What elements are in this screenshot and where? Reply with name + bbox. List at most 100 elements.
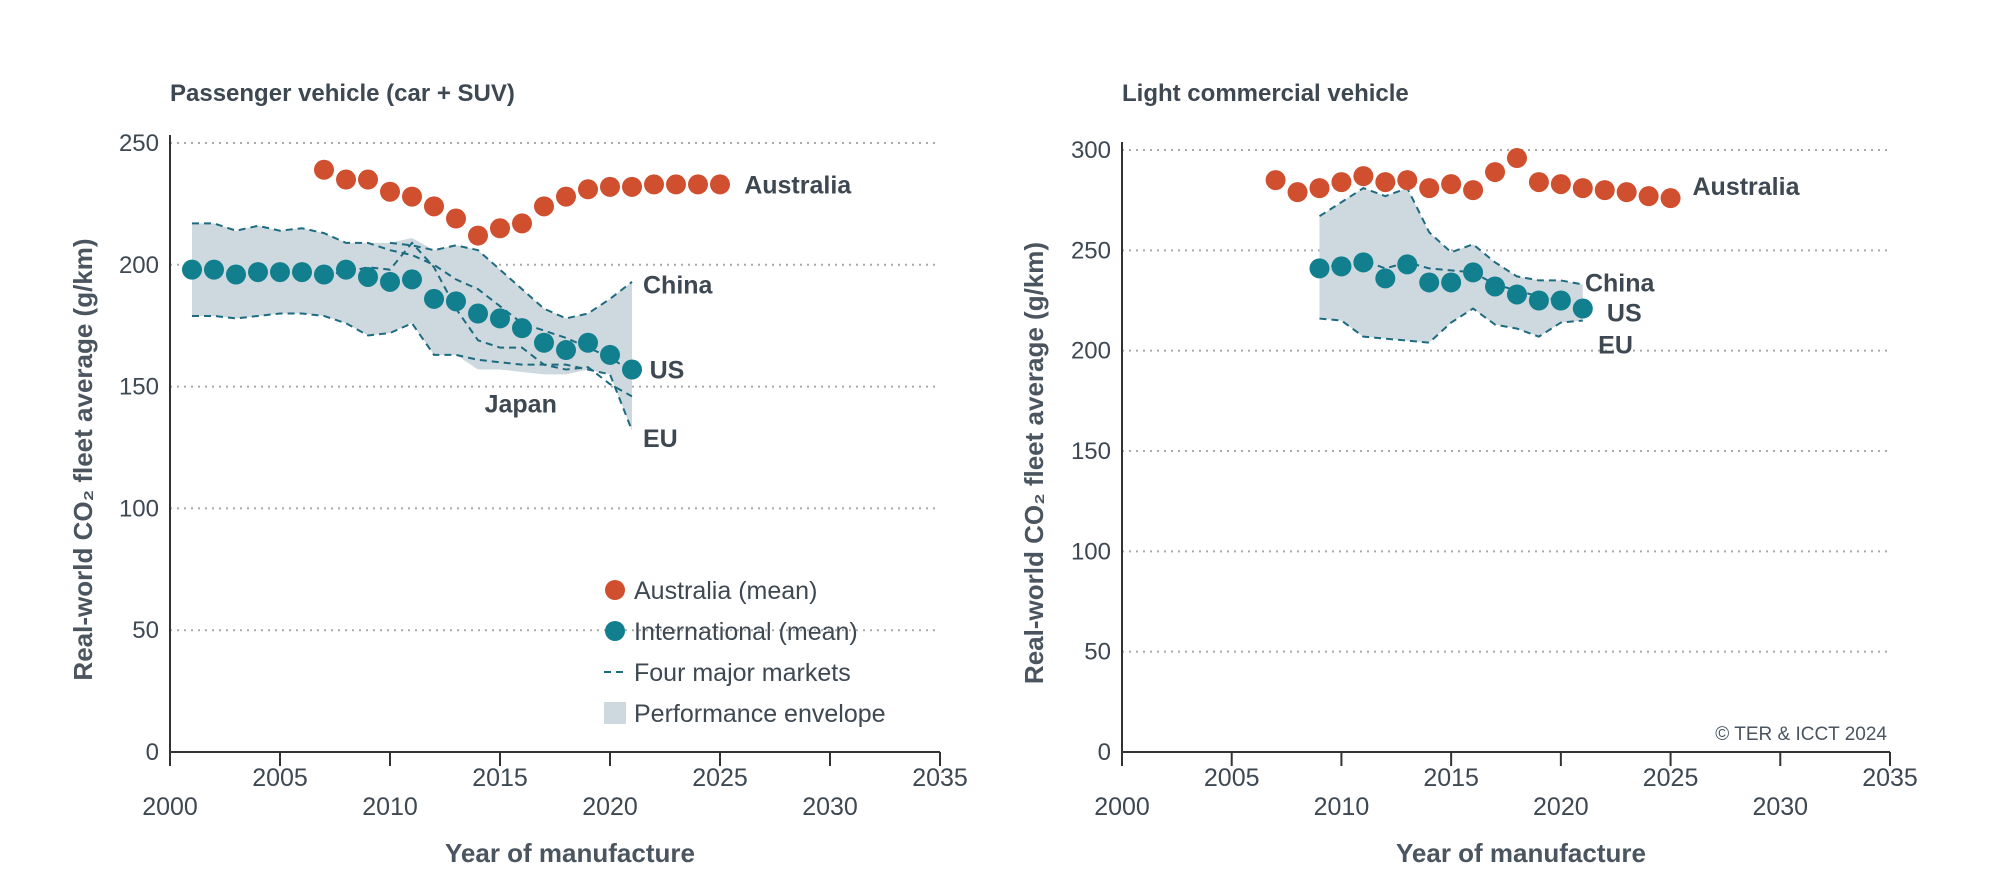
international-mean-point [1375, 268, 1396, 289]
australia-mean-point [666, 174, 686, 195]
australia-mean-point [1463, 180, 1484, 201]
australia-mean-point [1572, 178, 1593, 199]
x-tick-label: 2020 [582, 793, 638, 821]
international-mean-point [1331, 256, 1352, 277]
international-mean-point [1309, 258, 1330, 279]
australia-mean-point [1265, 170, 1286, 191]
australia-mean-point [1638, 186, 1659, 207]
australia-mean-point [402, 186, 422, 207]
international-mean-point [600, 344, 620, 365]
x-tick-label: 2000 [1094, 793, 1150, 821]
international-mean-point [1463, 262, 1484, 283]
passenger-vehicle-panel: Passenger vehicle (car + SUV) 0 50 100 150 20… [68, 80, 968, 868]
annotation-label-china: China [643, 271, 714, 299]
x-tick-label: 2010 [1314, 793, 1370, 821]
australia-mean-point [1506, 148, 1527, 169]
legend-entry-label: International (mean) [634, 618, 858, 646]
x-tick-label: 2010 [362, 793, 418, 821]
australia-mean-point [1441, 174, 1462, 195]
australia-mean-point [1419, 178, 1440, 199]
international-mean-point [622, 359, 642, 380]
annotation-label-eu: EU [643, 425, 678, 453]
y-tick-label: 150 [1071, 438, 1111, 465]
y-tick-label: 200 [1071, 338, 1111, 365]
x-tick-label: 2035 [1862, 764, 1918, 792]
annotation-label-china: China [1585, 269, 1656, 297]
australia-mean-point [1485, 162, 1506, 183]
australia-mean-point [380, 181, 400, 202]
y-tick-label: 0 [146, 739, 159, 766]
y-tick-label: 0 [1098, 739, 1111, 766]
international-mean-point [1506, 284, 1527, 305]
annotation-label-us: US [650, 357, 685, 385]
x-tick-label: 2025 [692, 764, 748, 792]
international-mean-point [292, 262, 312, 283]
x-axis-title: Year of manufacture [1396, 838, 1646, 868]
international-mean-point [402, 269, 422, 290]
australia-mean-point [336, 169, 356, 190]
legend-entry-label: Four major markets [634, 659, 851, 687]
international-mean-point [314, 264, 334, 285]
australia-mean-point [446, 208, 466, 229]
australia-mean-point [1375, 172, 1396, 193]
australia-mean-point [1550, 174, 1571, 195]
international-mean-point [1550, 290, 1571, 311]
y-tick-label: 50 [1084, 639, 1111, 666]
australia-mean-point [644, 174, 664, 195]
legend-entry-label: Australia (mean) [634, 577, 817, 605]
international-mean-point [446, 291, 466, 312]
international-mean-point [424, 288, 444, 309]
international-mean-point [578, 332, 598, 353]
market-line-eu [192, 312, 633, 431]
annotation-label-eu: EU [1598, 332, 1633, 360]
international-mean-point [1528, 290, 1549, 311]
x-tick-label: 2000 [142, 793, 198, 821]
performance-envelope-area [192, 223, 632, 431]
annotation-label-japan: Japan [485, 391, 557, 419]
australia-mean-point [1309, 178, 1330, 199]
annotation-label-australia: Australia [744, 171, 852, 199]
international-mean-point [380, 271, 400, 292]
credit-text: © TER & ICCT 2024 [1715, 724, 1887, 745]
international-mean-point [1397, 254, 1418, 275]
y-tick-label: 50 [132, 617, 159, 644]
australia-mean-point [600, 176, 620, 197]
x-tick-label: 2035 [912, 764, 968, 792]
x-tick-label: 2005 [1204, 764, 1260, 792]
y-tick-label: 100 [119, 495, 159, 522]
market-line-japan [323, 241, 633, 398]
international-mean-point [182, 259, 202, 280]
australia-mean-point [710, 174, 730, 195]
international-mean-point [270, 262, 290, 283]
y-axis-title: Real-world CO₂ fleet average (g/km) [1019, 242, 1049, 684]
x-tick-label: 2030 [1752, 793, 1808, 821]
legend: Australia (mean) International (mean) Four… [604, 577, 886, 728]
australia-mean-point [688, 174, 708, 195]
x-tick-label: 2025 [1643, 764, 1699, 792]
australia-mean-point [314, 159, 334, 180]
australia-mean-point [1616, 182, 1637, 203]
international-mean-point [1572, 298, 1593, 319]
x-tick-label: 2005 [252, 764, 308, 792]
legend-envelope-swatch [604, 702, 626, 724]
international-mean-point [468, 303, 488, 324]
international-mean-point [534, 332, 554, 353]
australia-mean-point [1287, 182, 1308, 203]
australia-mean-point [1353, 166, 1374, 187]
x-tick-label: 2020 [1533, 793, 1589, 821]
australia-mean-point [468, 225, 488, 246]
annotation-label-us: US [1607, 300, 1642, 328]
australia-mean-point [1660, 188, 1681, 209]
x-tick-label: 2030 [802, 793, 858, 821]
australia-mean-point [578, 179, 598, 200]
international-mean-point [1441, 272, 1462, 293]
market-line-eu [1319, 307, 1583, 344]
legend-international-marker [605, 621, 625, 641]
australia-mean-point [622, 176, 642, 197]
australia-mean-point [1528, 172, 1549, 193]
australia-mean-point [512, 213, 532, 234]
australia-mean-point [358, 169, 378, 190]
market-line-us [192, 222, 633, 373]
